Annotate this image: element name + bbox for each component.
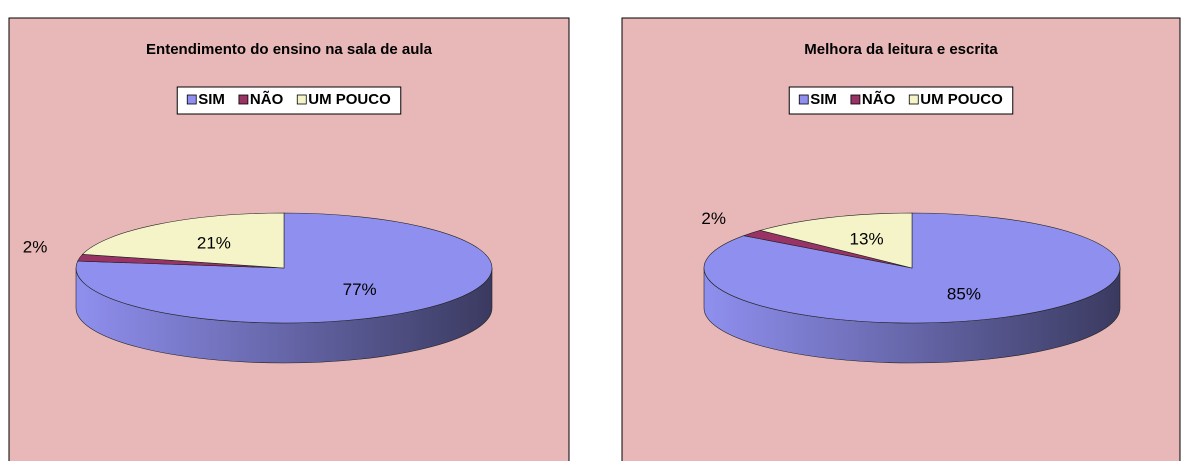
legend-label: UM POUCO bbox=[920, 91, 1003, 108]
slice bbox=[81, 212, 285, 269]
data-label: 85% bbox=[947, 284, 981, 303]
legend-label: NÃO bbox=[250, 90, 284, 108]
data-label: 2% bbox=[23, 238, 48, 257]
legend-swatch bbox=[850, 94, 861, 105]
data-label: 2% bbox=[701, 209, 726, 228]
data-label: 13% bbox=[850, 230, 884, 249]
chart-title: Melhora da leitura e escrita bbox=[804, 41, 998, 58]
legend-swatch bbox=[296, 94, 307, 105]
legend-swatch bbox=[798, 94, 809, 105]
legend-label: SIM bbox=[810, 91, 837, 108]
data-label: 21% bbox=[197, 234, 231, 253]
legend-label: SIM bbox=[198, 91, 225, 108]
legend-label: NÃO bbox=[862, 90, 896, 108]
legend-swatch bbox=[186, 94, 197, 105]
data-label: 77% bbox=[343, 280, 377, 299]
legend-swatch bbox=[908, 94, 919, 105]
slice bbox=[759, 212, 913, 269]
chart-title: Entendimento do ensino na sala de aula bbox=[146, 41, 433, 58]
legend: SIM NÃO UM POUCO bbox=[176, 86, 402, 115]
legend-label: UM POUCO bbox=[308, 91, 391, 108]
legend-box bbox=[788, 86, 1014, 115]
legend-swatch bbox=[238, 94, 249, 105]
legend: SIM NÃO UM POUCO bbox=[788, 86, 1014, 115]
legend-box bbox=[176, 86, 402, 115]
slice bbox=[75, 212, 493, 324]
